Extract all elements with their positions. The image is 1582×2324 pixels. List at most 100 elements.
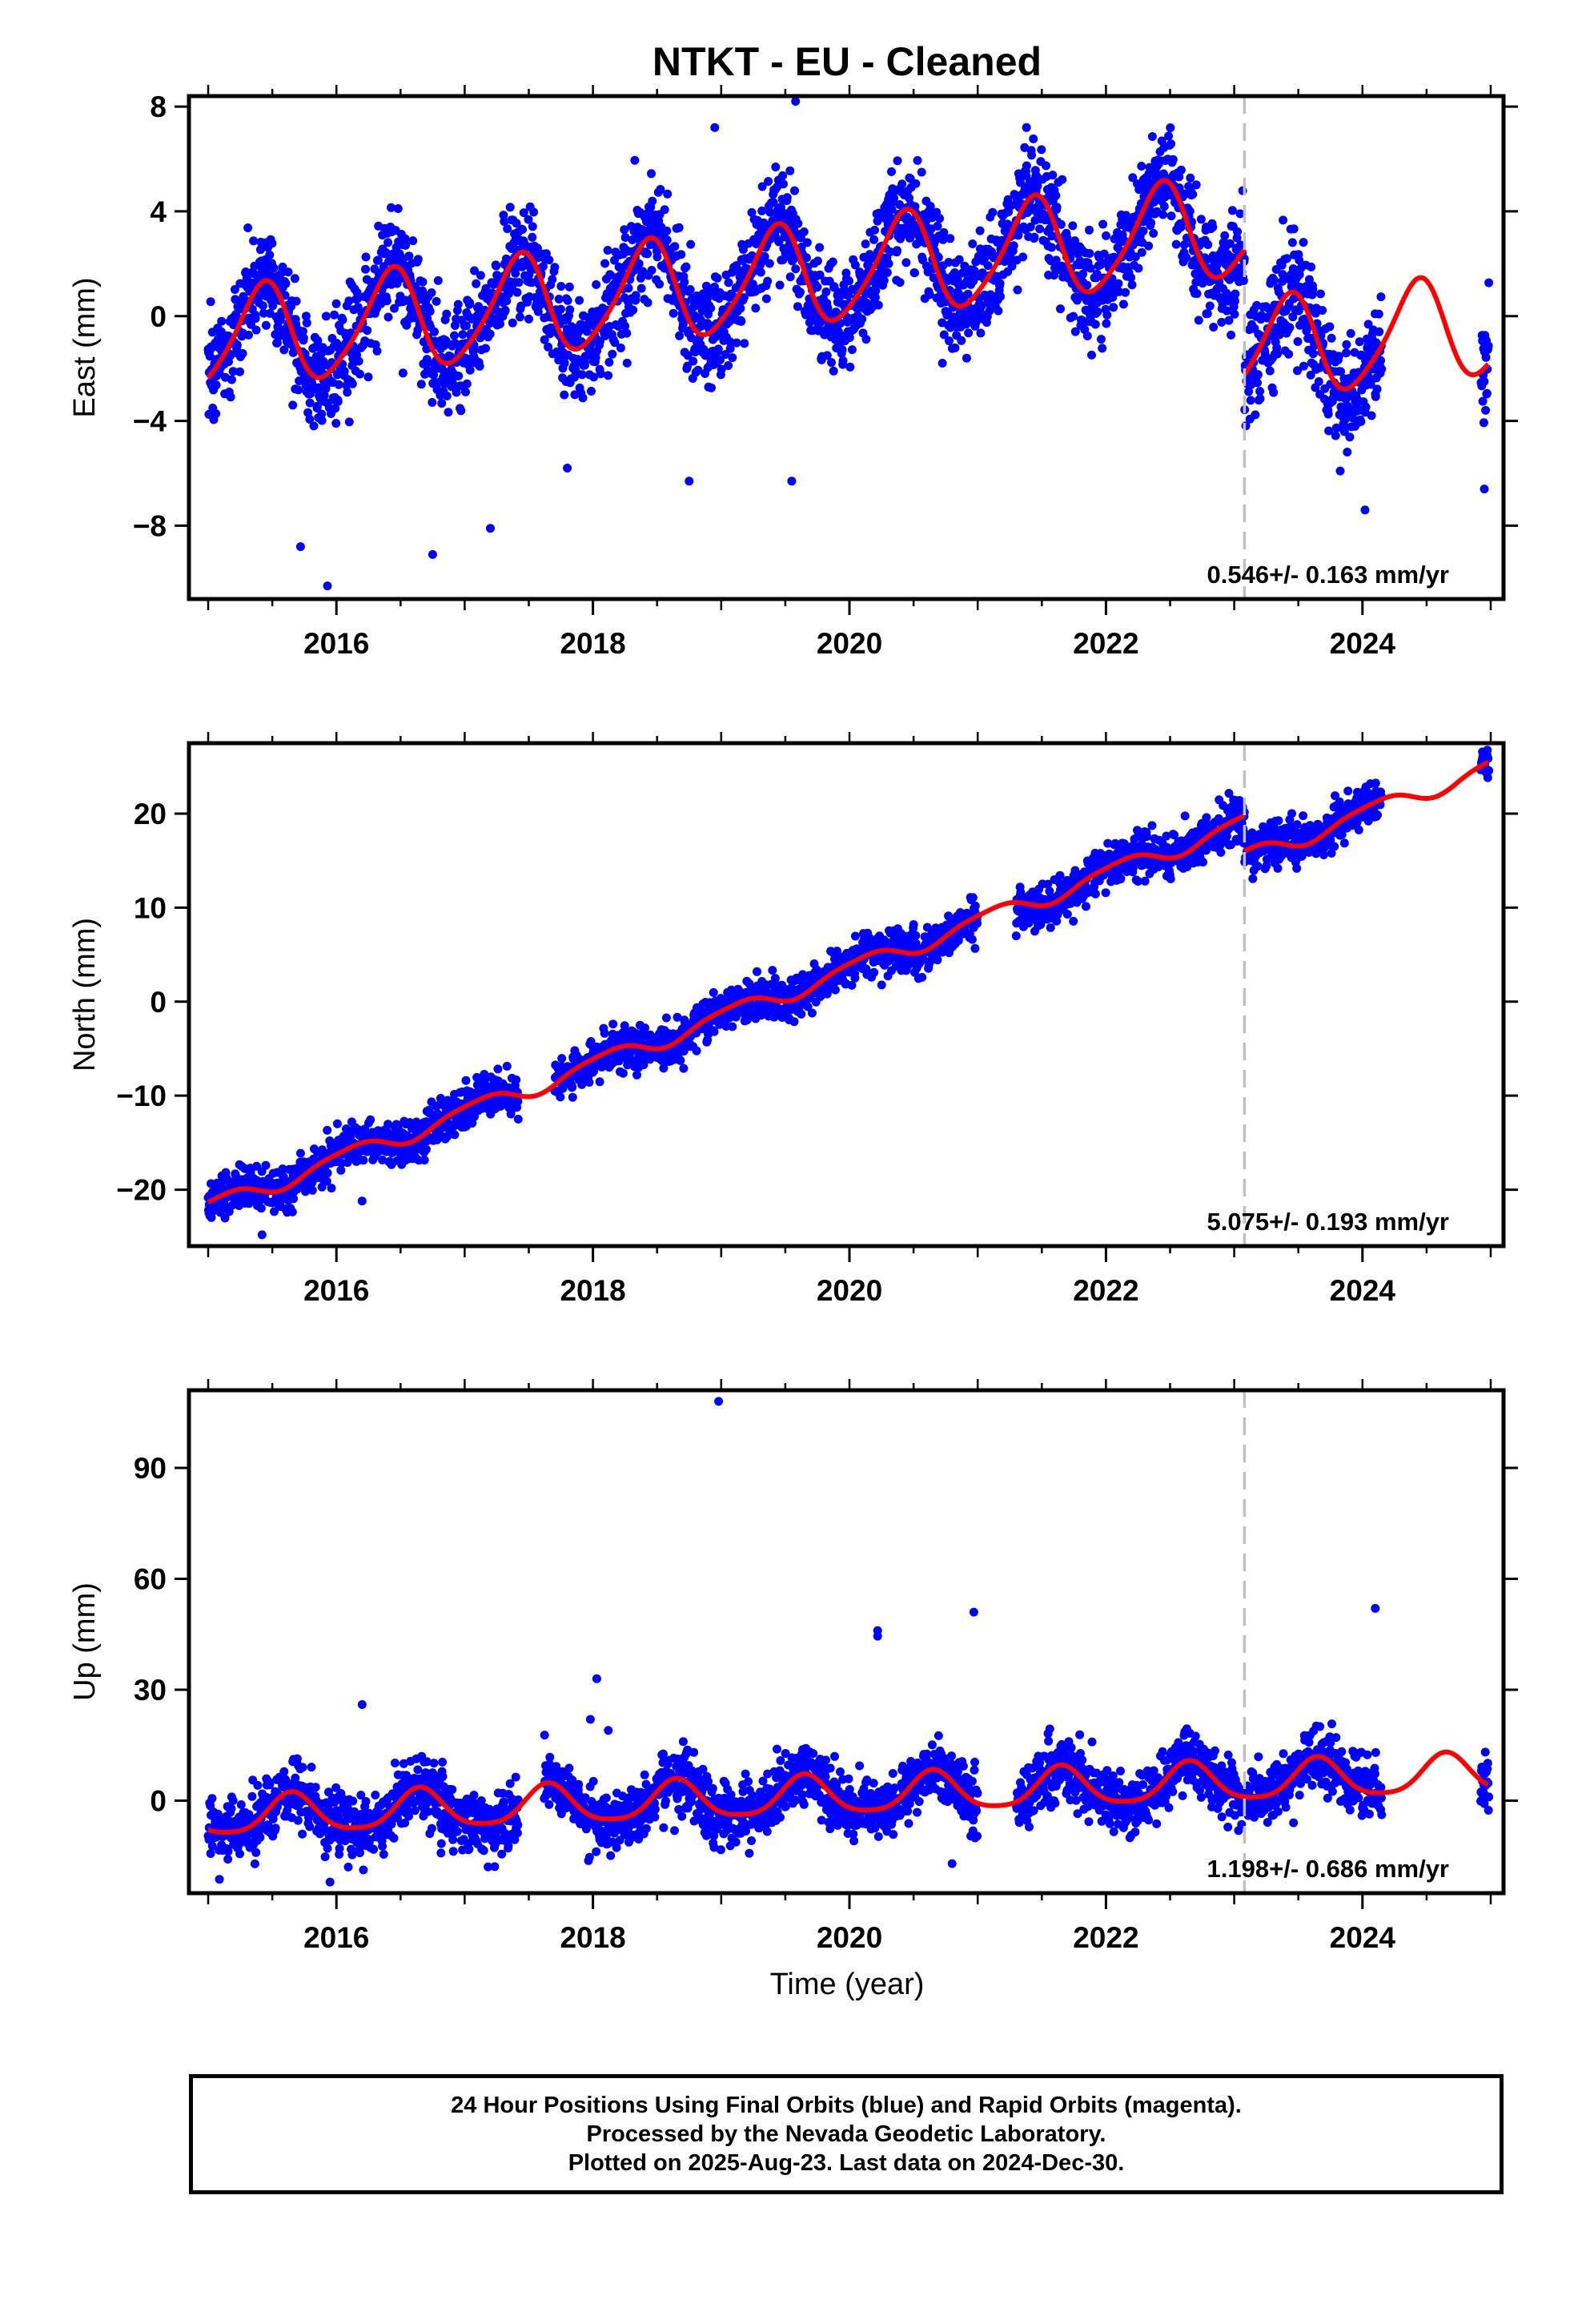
- data-point: [944, 258, 954, 267]
- data-point: [631, 291, 640, 300]
- data-point: [1293, 366, 1302, 376]
- data-point: [887, 204, 897, 214]
- data-point: [724, 278, 733, 287]
- data-point: [1138, 227, 1148, 235]
- data-point: [281, 279, 291, 288]
- data-point: [801, 253, 811, 263]
- data-point: [1158, 210, 1168, 219]
- data-point: [630, 155, 640, 165]
- data-point: [1022, 161, 1031, 171]
- data-point: [574, 328, 584, 336]
- data-point: [1236, 240, 1245, 250]
- data-point: [945, 336, 954, 346]
- data-point: [220, 1213, 230, 1223]
- data-point: [1363, 320, 1373, 329]
- data-point: [1196, 215, 1206, 224]
- data-point: [1203, 240, 1213, 249]
- data-point: [823, 304, 833, 313]
- data-point: [1168, 155, 1178, 164]
- data-point: [321, 312, 331, 321]
- data-point: [884, 259, 893, 268]
- data-point: [1047, 243, 1056, 252]
- data-point: [926, 202, 935, 211]
- data-point: [1314, 377, 1323, 386]
- data-point: [813, 283, 822, 292]
- data-point: [1220, 231, 1230, 240]
- data-point: [1099, 249, 1109, 259]
- data-point: [1295, 270, 1304, 279]
- data-point: [1374, 309, 1383, 319]
- data-point: [1376, 356, 1385, 365]
- data-point: [622, 358, 632, 368]
- data-point: [830, 985, 840, 995]
- data-point: [513, 1115, 523, 1124]
- data-point: [265, 250, 275, 259]
- data-point: [1360, 505, 1370, 515]
- data-point: [748, 279, 757, 289]
- data-point: [1179, 240, 1189, 250]
- data-point: [1284, 349, 1294, 359]
- data-point: [295, 542, 305, 552]
- data-point: [1114, 279, 1123, 288]
- data-point: [529, 207, 539, 217]
- data-point: [879, 275, 889, 285]
- data-point: [238, 348, 247, 358]
- data-point: [453, 300, 463, 309]
- data-point: [604, 371, 613, 380]
- data-point: [508, 318, 517, 328]
- data-point: [309, 421, 319, 431]
- data-point: [1480, 376, 1489, 386]
- data-point: [338, 315, 347, 324]
- x-tick-label: 2020: [817, 627, 882, 660]
- data-point: [428, 398, 437, 407]
- data-point: [640, 1023, 650, 1033]
- data-point: [307, 1185, 317, 1195]
- data-point: [679, 1047, 689, 1055]
- data-point: [604, 357, 614, 367]
- data-point: [1176, 223, 1186, 232]
- data-point: [1235, 209, 1245, 219]
- data-point: [1051, 191, 1061, 200]
- data-point: [462, 379, 472, 388]
- data-point: [747, 207, 757, 217]
- data-point: [336, 1165, 346, 1175]
- data-point: [428, 549, 437, 559]
- data-point: [716, 355, 725, 364]
- data-point: [1096, 335, 1106, 344]
- y-tick-label: 4: [150, 195, 167, 228]
- data-point: [710, 123, 720, 132]
- data-point: [769, 198, 778, 207]
- data-point: [1306, 370, 1315, 380]
- data-point: [268, 301, 278, 311]
- data-point: [603, 246, 612, 255]
- data-point: [628, 305, 638, 315]
- data-point: [595, 1077, 604, 1087]
- data-point: [870, 225, 879, 235]
- data-point: [1130, 252, 1140, 262]
- data-point: [317, 409, 327, 419]
- data-point: [1029, 134, 1038, 143]
- data-point: [343, 388, 352, 397]
- data-point: [634, 259, 644, 268]
- data-point: [740, 339, 749, 348]
- data-point: [1030, 232, 1039, 242]
- data-point: [620, 225, 629, 235]
- data-point: [738, 245, 748, 254]
- data-point: [1377, 364, 1387, 374]
- data-point: [608, 349, 617, 359]
- data-point: [797, 1009, 806, 1019]
- data-point: [305, 415, 315, 424]
- data-point: [323, 1168, 332, 1178]
- data-point: [736, 304, 745, 313]
- data-point: [256, 1204, 266, 1213]
- data-point: [452, 388, 461, 397]
- data-point: [1227, 330, 1236, 340]
- data-point: [1002, 219, 1012, 229]
- data-point: [438, 365, 448, 375]
- model-curve: [206, 178, 1247, 380]
- data-point: [378, 1156, 387, 1164]
- data-point: [1150, 197, 1159, 207]
- data-point: [1343, 401, 1352, 411]
- data-point: [1033, 181, 1042, 191]
- data-point: [344, 417, 354, 427]
